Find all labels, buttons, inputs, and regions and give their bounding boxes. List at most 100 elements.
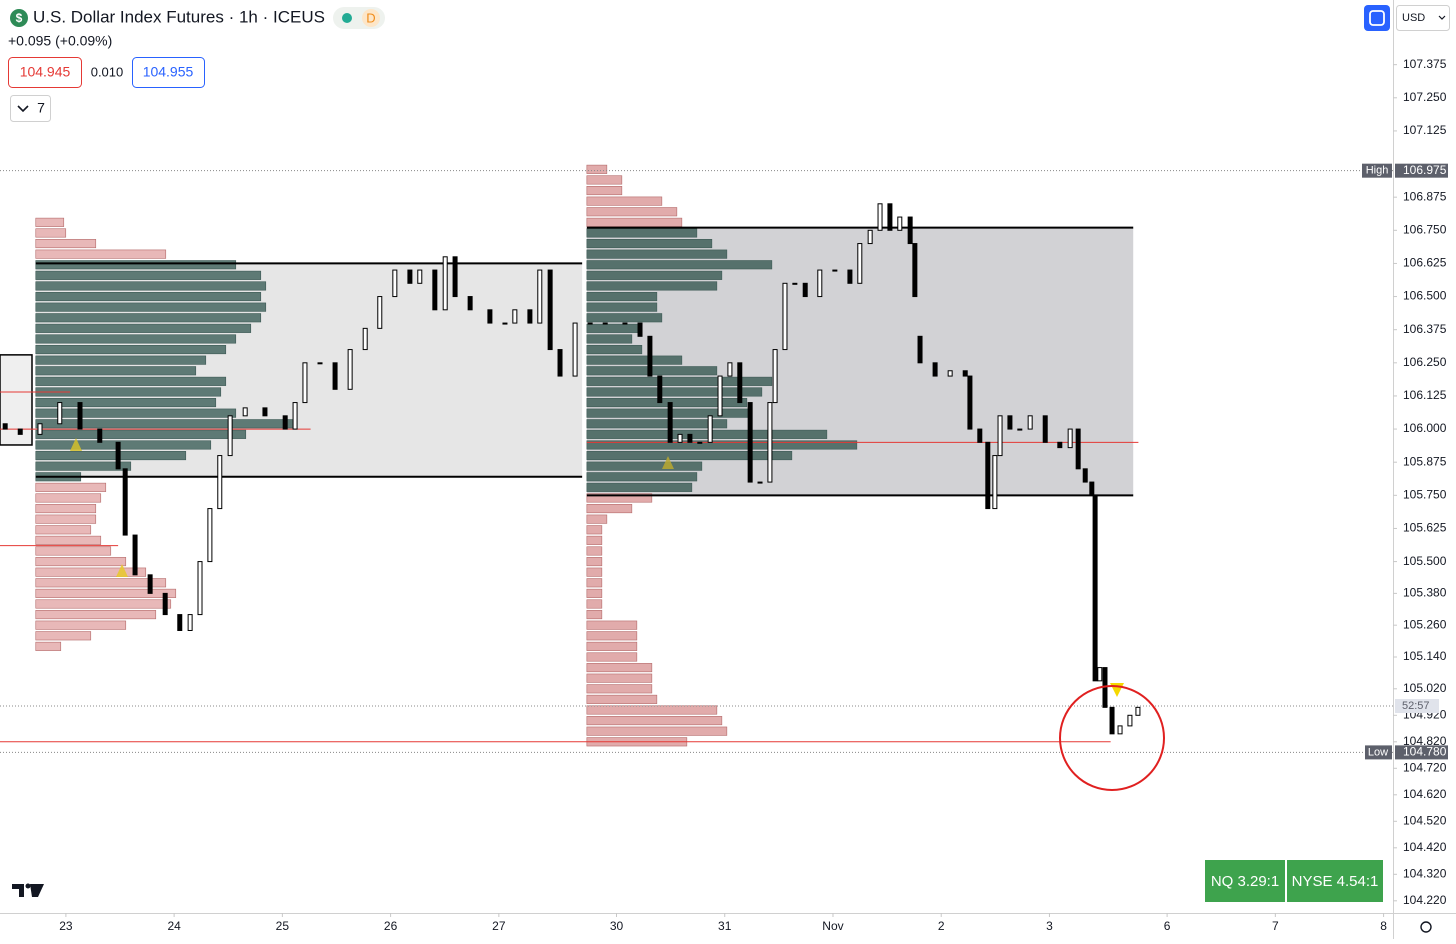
nyse-badge	[1287, 860, 1383, 902]
candle-body	[687, 433, 693, 443]
x-tick-label: 25	[276, 919, 290, 933]
bid-box[interactable]	[8, 57, 82, 88]
market-status	[342, 13, 352, 23]
volume-profile-bar	[35, 408, 237, 418]
volume-profile-bar	[586, 419, 728, 429]
candle-body	[602, 322, 608, 325]
volume-profile-bar	[35, 620, 127, 630]
volume-profile-bar	[586, 292, 658, 302]
volume-profile-bar	[35, 429, 247, 439]
candle-body	[302, 362, 308, 404]
currency: USD	[1402, 12, 1425, 24]
volume-profile-bar	[586, 376, 773, 386]
volume-profile-bar	[586, 578, 603, 588]
candle-body	[867, 229, 873, 245]
volume-profile-bar	[586, 270, 723, 280]
chevron	[17, 105, 29, 113]
candle-body	[877, 203, 883, 231]
candle-body	[707, 415, 713, 443]
candle-body	[347, 349, 353, 390]
x-tick-label: 24	[167, 919, 181, 933]
volume-profile-bar	[35, 281, 267, 291]
volume-profile-bar	[586, 249, 728, 259]
volume-profile-bar	[35, 588, 177, 598]
logo-dot	[25, 883, 31, 889]
candle-body	[17, 428, 23, 435]
logo[interactable]	[12, 884, 44, 897]
volume-profile-bar	[35, 228, 67, 238]
candle-body	[407, 269, 413, 284]
volume-profile-bar	[586, 557, 603, 567]
signal-triangle	[116, 564, 128, 577]
volume-profile-bar	[586, 620, 638, 630]
candle-body	[242, 407, 248, 417]
volume-profile-bar	[586, 313, 663, 323]
candle-body	[1109, 706, 1115, 735]
volume-profile-bar	[586, 186, 623, 196]
candle-body	[2, 423, 8, 430]
candle-body	[1092, 494, 1098, 682]
settings-icon[interactable]	[1420, 921, 1432, 933]
candle-body	[817, 269, 823, 298]
volume-profile-bar	[586, 641, 638, 651]
candle-body	[317, 362, 323, 365]
ask-price: 104.955	[143, 64, 194, 80]
volume-profile-bar	[586, 207, 678, 217]
volume-profile-bar	[35, 567, 147, 577]
y-tick-label: 104.820	[1403, 734, 1447, 748]
candle-body	[487, 309, 493, 324]
candle-body	[37, 423, 43, 435]
ask-box[interactable]	[132, 57, 205, 88]
candle-body	[187, 614, 193, 631]
volume-profile-bar	[586, 535, 603, 545]
candle-body	[162, 592, 168, 616]
volume-profile-bar	[35, 345, 227, 355]
candle-body	[747, 402, 753, 483]
y-tick-label: 106.750	[1403, 222, 1447, 236]
candle-body	[57, 402, 63, 425]
nq-ratio: NQ 3.29:1	[1211, 873, 1279, 890]
volume-profile-bar	[35, 514, 97, 524]
screen-button[interactable]	[1364, 5, 1390, 31]
countdown-tag	[1395, 699, 1439, 714]
volume-profile-bar	[586, 673, 653, 683]
plot-area	[0, 164, 1393, 753]
volume-profile-bar	[35, 599, 172, 609]
volume-profile-bar	[35, 249, 167, 259]
x-tick-label: 30	[610, 919, 624, 933]
volume-profile-bar	[35, 239, 97, 249]
volume-profile-bar	[586, 610, 603, 620]
volume-profile-bar	[586, 504, 633, 514]
candle-body	[332, 362, 338, 390]
volume-profile-bar	[35, 535, 102, 545]
volume-profile-bar	[35, 366, 197, 376]
candle-body	[737, 362, 743, 404]
volume-profile-bar	[586, 684, 653, 694]
candle-body	[697, 441, 703, 444]
volume-profile-bar	[35, 641, 62, 651]
indicator-toggle[interactable]	[10, 95, 51, 122]
candle-body	[792, 282, 798, 285]
low-tag	[1365, 745, 1392, 760]
volume-profile-bar	[35, 610, 157, 620]
x-tick-label: 6	[1164, 919, 1171, 933]
volume-profile-bar	[586, 546, 603, 556]
candle-body	[442, 256, 448, 311]
volume-profile-bar	[586, 588, 603, 598]
high-price: 106.975	[1403, 163, 1447, 177]
candle-body	[887, 203, 893, 231]
symbol-title[interactable]: U.S. Dollar Index Futures · 1h · ICEUS	[33, 7, 325, 26]
candle-body	[587, 322, 593, 325]
highlight-circle	[1059, 685, 1165, 791]
low-price: 104.780	[1403, 745, 1447, 759]
currency-select[interactable]	[1396, 5, 1450, 31]
volume-profile-bar	[586, 525, 603, 535]
volume-profile-bar	[586, 663, 653, 673]
signal-triangle	[70, 438, 82, 451]
indicator-count: 7	[37, 100, 45, 116]
y-tick-label: 104.320	[1403, 866, 1447, 880]
candle-body	[392, 269, 398, 298]
candle-body	[962, 370, 968, 377]
y-tick-label: 105.260	[1403, 617, 1447, 631]
volume-profile-bar	[586, 323, 643, 333]
